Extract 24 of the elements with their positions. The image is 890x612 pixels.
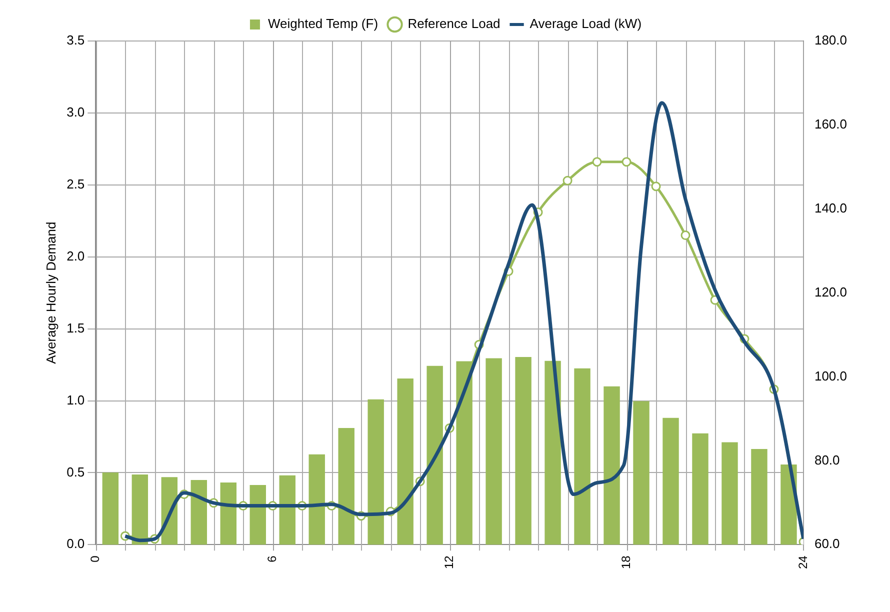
y2-tick-label: 80.0 xyxy=(814,452,840,468)
legend-label: Average Load (kW) xyxy=(530,16,642,32)
y-tick-label: 2.5 xyxy=(66,176,85,192)
legend-label: Reference Load xyxy=(408,16,500,32)
x-tick-label: 0 xyxy=(88,555,102,562)
y2-tick-label: 60.0 xyxy=(814,536,840,552)
legend-label: Weighted Temp (F) xyxy=(268,16,378,32)
x-tick-label: 18 xyxy=(618,555,633,570)
x-tick-label: 24 xyxy=(796,555,810,570)
x-tick-label: 6 xyxy=(264,555,279,562)
y-tick-label: 3.0 xyxy=(66,104,85,120)
y2-tick-label: 140.0 xyxy=(814,200,848,216)
x-tick-label: 12 xyxy=(442,555,456,570)
y2-tick-label: 120.0 xyxy=(814,284,848,300)
y2-tick-label: 100.0 xyxy=(814,368,848,384)
y-tick-label: 2.0 xyxy=(66,248,85,264)
y-tick-label: 1.0 xyxy=(66,392,85,408)
y-tick-label: 0.0 xyxy=(66,536,85,552)
y-axis-title: Average Hourly Demand xyxy=(43,222,58,364)
y2-tick-label: 180.0 xyxy=(814,32,848,48)
y-tick-label: 0.5 xyxy=(66,464,85,480)
y-tick-label: 1.5 xyxy=(66,320,85,336)
y-tick-label: 3.5 xyxy=(66,32,85,48)
y2-tick-label: 160.0 xyxy=(814,116,848,132)
